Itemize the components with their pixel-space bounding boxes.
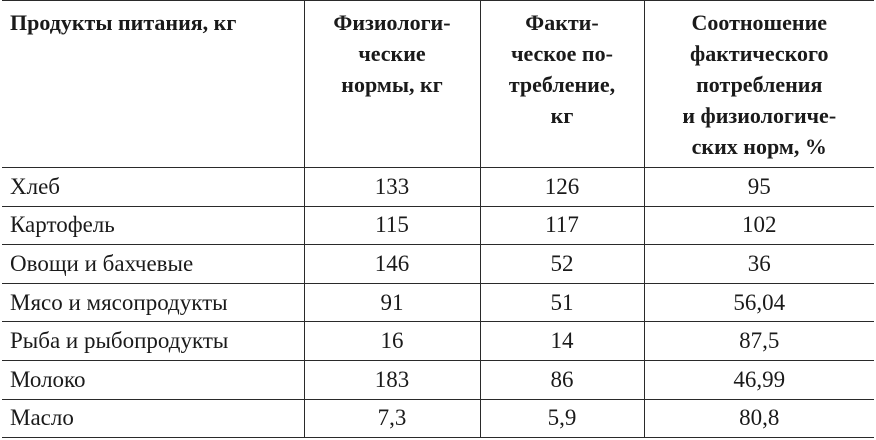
header-ratio-line: фактического bbox=[690, 41, 829, 66]
cell-actual: 52 bbox=[479, 244, 645, 284]
cell-product: Хлеб bbox=[2, 167, 305, 207]
table-row: Овощи и бахчевые 146 52 36 bbox=[2, 244, 874, 284]
header-row: Продукты питания, кг Физиологи- ческие н… bbox=[2, 0, 874, 168]
cell-norm: 91 bbox=[303, 282, 481, 323]
cell-product: Рыба и рыбопродукты bbox=[2, 321, 305, 361]
cell-actual: 5,9 bbox=[479, 398, 645, 439]
table-row: Рыба и рыбопродукты 16 14 87,5 bbox=[2, 321, 874, 361]
cell-actual: 86 bbox=[479, 359, 645, 400]
cell-ratio: 95 bbox=[643, 167, 874, 207]
table-row: Мясо и мясопродукты 91 51 56,04 bbox=[2, 282, 874, 323]
header-norm: Физиологи- ческие нормы, кг bbox=[303, 0, 481, 168]
header-ratio-line: и физиологиче- bbox=[682, 103, 837, 128]
header-actual-line: требление, bbox=[508, 72, 616, 97]
cell-actual: 117 bbox=[479, 205, 645, 246]
cell-ratio: 102 bbox=[643, 205, 874, 246]
cell-actual: 51 bbox=[479, 282, 645, 323]
header-ratio: Соотношение фактического потребления и ф… bbox=[643, 0, 874, 168]
header-ratio-line: Соотношение bbox=[691, 10, 828, 35]
header-ratio-line: ских норм, % bbox=[691, 134, 827, 159]
table-row: Картофель 115 117 102 bbox=[2, 205, 874, 246]
header-product: Продукты питания, кг bbox=[2, 0, 305, 168]
cell-ratio: 36 bbox=[643, 244, 874, 284]
cell-actual: 126 bbox=[479, 167, 645, 207]
cell-norm: 183 bbox=[303, 359, 481, 400]
header-ratio-line: потребления bbox=[696, 72, 823, 97]
cell-product: Молоко bbox=[2, 359, 305, 400]
header-actual: Факти- ческое по- требление, кг bbox=[479, 0, 645, 168]
header-actual-line: ческое по- bbox=[511, 41, 613, 66]
table-row: Хлеб 133 126 95 bbox=[2, 167, 874, 207]
table-row: Масло 7,3 5,9 80,8 bbox=[2, 398, 874, 439]
cell-product: Картофель bbox=[2, 205, 305, 246]
cell-ratio: 46,99 bbox=[643, 359, 874, 400]
header-norm-line: Физиологи- bbox=[333, 10, 451, 35]
header-norm-line: ческие bbox=[358, 41, 426, 66]
table-body: Хлеб 133 126 95 Картофель 115 117 102 Ов… bbox=[2, 167, 874, 439]
cell-product: Овощи и бахчевые bbox=[2, 244, 305, 284]
header-product-line: Продукты питания, кг bbox=[10, 10, 237, 35]
cell-norm: 7,3 bbox=[303, 398, 481, 439]
cell-ratio: 56,04 bbox=[643, 282, 874, 323]
header-actual-line: Факти- bbox=[525, 10, 599, 35]
header-norm-line: нормы, кг bbox=[341, 72, 443, 97]
table-row: Молоко 183 86 46,99 bbox=[2, 359, 874, 400]
cell-ratio: 87,5 bbox=[643, 321, 874, 361]
cell-norm: 115 bbox=[303, 205, 481, 246]
cell-ratio: 80,8 bbox=[643, 398, 874, 439]
cell-norm: 133 bbox=[303, 167, 481, 207]
cell-product: Масло bbox=[2, 398, 305, 439]
cell-product: Мясо и мясопродукты bbox=[2, 282, 305, 323]
header-actual-line: кг bbox=[550, 103, 574, 128]
cell-norm: 146 bbox=[303, 244, 481, 284]
cell-actual: 14 bbox=[479, 321, 645, 361]
table-header: Продукты питания, кг Физиологи- ческие н… bbox=[2, 0, 874, 168]
cell-norm: 16 bbox=[303, 321, 481, 361]
